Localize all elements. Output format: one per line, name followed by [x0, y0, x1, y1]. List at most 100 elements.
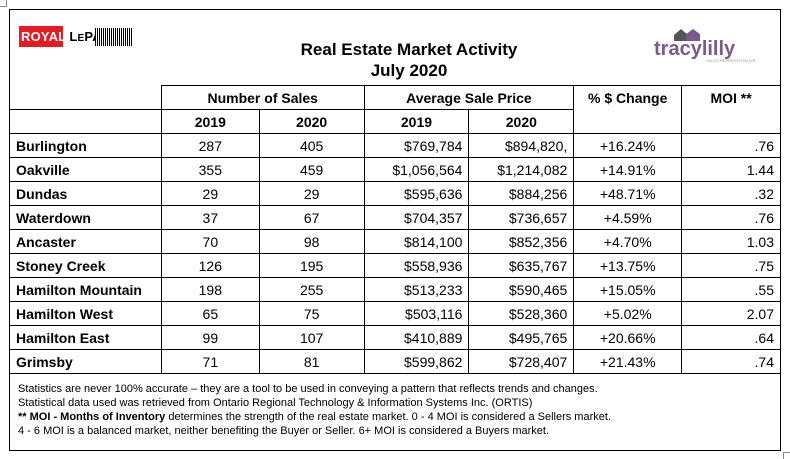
change-cell: +4.70%: [573, 229, 683, 254]
table-row: Stoney Creek 126 195 $558,936 $635,767 +13.75…: [9, 253, 781, 278]
city-cell: Hamilton West: [9, 301, 162, 326]
change-cell: +20.66%: [573, 325, 683, 350]
table-row: Hamilton West 65 75 $503,116 $528,360 +5.02% 2…: [9, 301, 781, 326]
royal-lepage-logo: ROYALLEPAGE: [19, 26, 133, 50]
page-corner-mark: [0, 0, 7, 7]
header-number-of-sales: Number of Sales: [160, 85, 365, 110]
sales-2019-cell: 355: [160, 157, 260, 182]
sales-2019-cell: 29: [160, 181, 260, 206]
price-2020-cell: $884,256: [468, 181, 575, 206]
header-price-2020: 2020: [468, 109, 575, 134]
logo-red-block: [19, 26, 63, 47]
logo-tagline: SALES REPRESENTATIVE: [706, 58, 756, 63]
moi-cell: .75: [681, 253, 781, 278]
price-2020-cell: $1,214,082: [468, 157, 575, 182]
change-cell: +13.75%: [573, 253, 683, 278]
sales-2019-cell: 65: [160, 301, 260, 326]
page-corner-mark: [783, 452, 790, 459]
footnote-line: Statistics are never 100% accurate – the…: [18, 383, 598, 395]
house-icon: [674, 29, 700, 41]
price-2019-cell: $513,233: [363, 277, 470, 302]
moi-cell: .64: [681, 325, 781, 350]
city-cell: Waterdown: [9, 205, 162, 230]
moi-cell: 1.44: [681, 157, 781, 182]
moi-cell: 1.03: [681, 229, 781, 254]
sales-2019-cell: 99: [160, 325, 260, 350]
header-average-sale-price: Average Sale Price: [363, 85, 575, 110]
sales-2020-cell: 405: [258, 133, 365, 158]
header-change: % $ Change: [573, 85, 683, 134]
sales-2020-cell: 81: [258, 349, 365, 374]
footnotes: Statistics are never 100% accurate – the…: [9, 370, 781, 451]
city-cell: Hamilton Mountain: [9, 277, 162, 302]
sales-2020-cell: 459: [258, 157, 365, 182]
price-2019-cell: $1,056,564: [363, 157, 470, 182]
price-2019-cell: $410,889: [363, 325, 470, 350]
header-moi: MOI **: [681, 85, 781, 134]
city-cell: Burlington: [9, 133, 162, 158]
city-cell: Hamilton East: [9, 325, 162, 350]
table-row: Burlington 287 405 $769,784 $894,820, +16.24%…: [9, 133, 781, 158]
price-2020-cell: $528,360: [468, 301, 575, 326]
footnote-line: ** MOI - Months of Inventory determines …: [18, 411, 611, 423]
price-2020-cell: $894,820,: [468, 133, 575, 158]
table-row: Hamilton East 99 107 $410,889 $495,765 +20.66…: [9, 325, 781, 350]
price-2019-cell: $503,116: [363, 301, 470, 326]
sales-2019-cell: 70: [160, 229, 260, 254]
header-sales-2019: 2019: [160, 109, 260, 134]
price-2020-cell: $590,465: [468, 277, 575, 302]
table-row: Hamilton Mountain 198 255 $513,233 $590,465 +…: [9, 277, 781, 302]
moi-cell: .74: [681, 349, 781, 374]
change-cell: +21.43%: [573, 349, 683, 374]
change-cell: +4.59%: [573, 205, 683, 230]
price-2019-cell: $599,862: [363, 349, 470, 374]
table-row: Dundas 29 29 $595,636 $884,256 +48.71% .32: [9, 181, 781, 206]
sales-2019-cell: 37: [160, 205, 260, 230]
logo-barcode-icon: [95, 28, 133, 46]
table-row: Waterdown 37 67 $704,357 $736,657 +4.59% .76: [9, 205, 781, 230]
footnote-line: 4 - 6 MOI is a balanced market, neither …: [18, 425, 550, 437]
change-cell: +16.24%: [573, 133, 683, 158]
sales-2019-cell: 287: [160, 133, 260, 158]
change-cell: +5.02%: [573, 301, 683, 326]
tracylilly-logo: tracylilly SALES REPRESENTATIVE: [654, 26, 755, 66]
price-2020-cell: $852,356: [468, 229, 575, 254]
price-2020-cell: $736,657: [468, 205, 575, 230]
price-2019-cell: $704,357: [363, 205, 470, 230]
moi-cell: .55: [681, 277, 781, 302]
page-title: Real Estate Market Activity July 2020: [279, 39, 539, 81]
city-cell: Oakville: [9, 157, 162, 182]
city-cell: Grimsby: [9, 349, 162, 374]
report-header: ROYALLEPAGE Real Estate Market Activity …: [9, 9, 781, 86]
footnote-line-rest: determines the strength of the real esta…: [165, 411, 611, 423]
logo-text: tracylilly: [654, 38, 736, 60]
sales-2019-cell: 71: [160, 349, 260, 374]
moi-cell: .76: [681, 133, 781, 158]
sales-2019-cell: 126: [160, 253, 260, 278]
price-2019-cell: $769,784: [363, 133, 470, 158]
price-2019-cell: $595,636: [363, 181, 470, 206]
sales-2020-cell: 29: [258, 181, 365, 206]
table-row: Ancaster 70 98 $814,100 $852,356 +4.70% 1.03: [9, 229, 781, 254]
change-cell: +15.05%: [573, 277, 683, 302]
price-2019-cell: $814,100: [363, 229, 470, 254]
change-cell: +48.71%: [573, 181, 683, 206]
table-row: Oakville 355 459 $1,056,564 $1,214,082 +14.91…: [9, 157, 781, 182]
moi-cell: 2.07: [681, 301, 781, 326]
moi-cell: .32: [681, 181, 781, 206]
sales-2019-cell: 198: [160, 277, 260, 302]
city-cell: Dundas: [9, 181, 162, 206]
city-cell: Ancaster: [9, 229, 162, 254]
sales-2020-cell: 195: [258, 253, 365, 278]
header-price-2019: 2019: [363, 109, 470, 134]
sales-2020-cell: 107: [258, 325, 365, 350]
header-sales-2020: 2020: [258, 109, 365, 134]
price-2019-cell: $558,936: [363, 253, 470, 278]
header-row-groups: Number of Sales Average Sale Price % $ C…: [9, 85, 781, 134]
title-line1: Real Estate Market Activity: [300, 40, 518, 59]
price-2020-cell: $495,765: [468, 325, 575, 350]
footnote-line: Statistical data used was retrieved from…: [18, 397, 533, 409]
city-cell: Stoney Creek: [9, 253, 162, 278]
market-table: Number of Sales Average Sale Price % $ C…: [9, 85, 781, 374]
sales-2020-cell: 67: [258, 205, 365, 230]
